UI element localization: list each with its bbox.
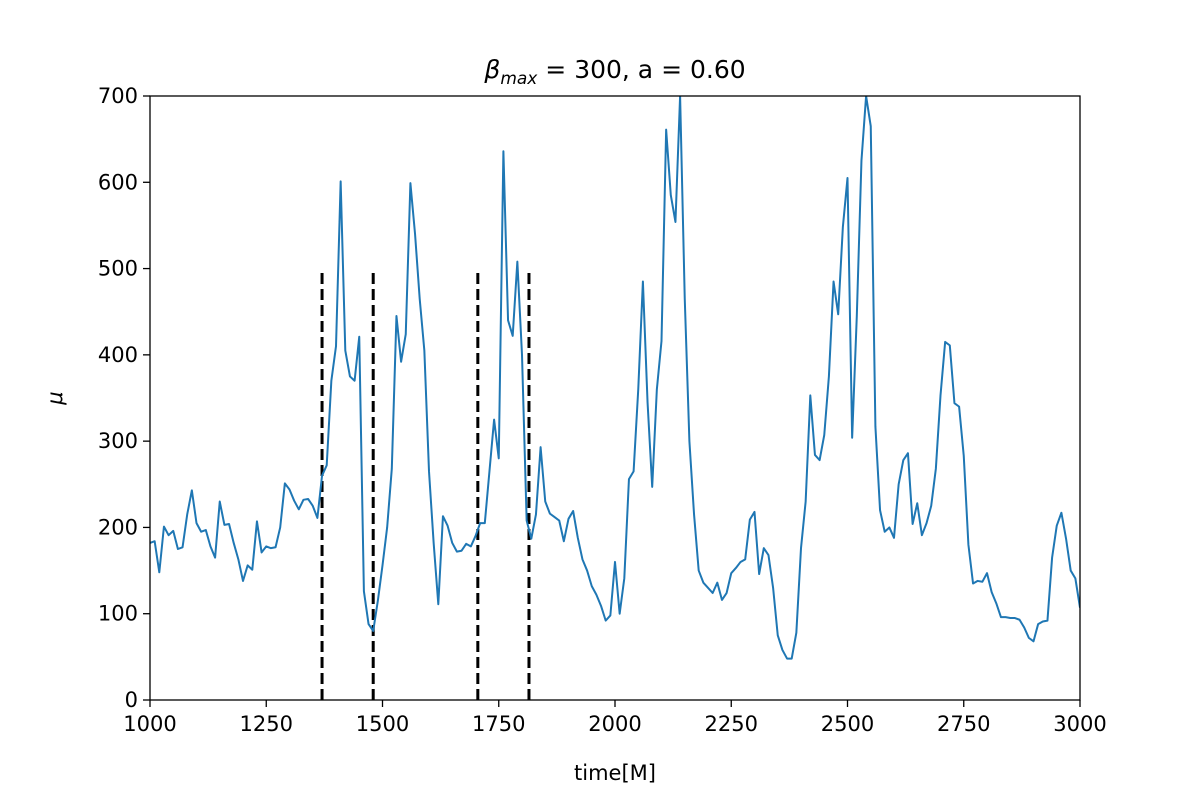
x-tick-label: 1500 — [356, 712, 409, 736]
y-tick-label: 300 — [98, 429, 138, 453]
y-tick-label: 100 — [98, 602, 138, 626]
chart-title-rest: = 300, a = 0.60 — [537, 55, 745, 84]
y-axis: 0 100 200 300 400 500 600 700 — [98, 84, 150, 712]
series-line-0 — [150, 96, 1080, 660]
series-group — [150, 96, 1080, 660]
y-tick-label: 600 — [98, 170, 138, 194]
y-tick-label: 400 — [98, 343, 138, 367]
x-tick-label: 1250 — [240, 712, 293, 736]
x-tick-label: 2000 — [588, 712, 641, 736]
x-tick-label: 2250 — [705, 712, 758, 736]
y-tick-label: 200 — [98, 515, 138, 539]
chart-title-symbol: β — [483, 55, 500, 84]
x-tick-label: 2750 — [937, 712, 990, 736]
y-axis-label: μ — [43, 391, 67, 405]
y-tick-label: 500 — [98, 257, 138, 281]
chart-title: βmax = 300, a = 0.60 — [483, 55, 745, 89]
x-axis-label: time[M] — [574, 761, 656, 785]
x-tick-label: 2500 — [821, 712, 874, 736]
x-tick-label: 1000 — [123, 712, 176, 736]
x-tick-label: 1750 — [472, 712, 525, 736]
y-tick-label: 0 — [125, 688, 138, 712]
y-tick-label: 700 — [98, 84, 138, 108]
x-axis: 1000 1250 1500 1750 2000 2250 2500 2750 3000 — [123, 700, 1107, 736]
chart-title-subscript: max — [500, 69, 538, 89]
x-tick-label: 3000 — [1053, 712, 1106, 736]
